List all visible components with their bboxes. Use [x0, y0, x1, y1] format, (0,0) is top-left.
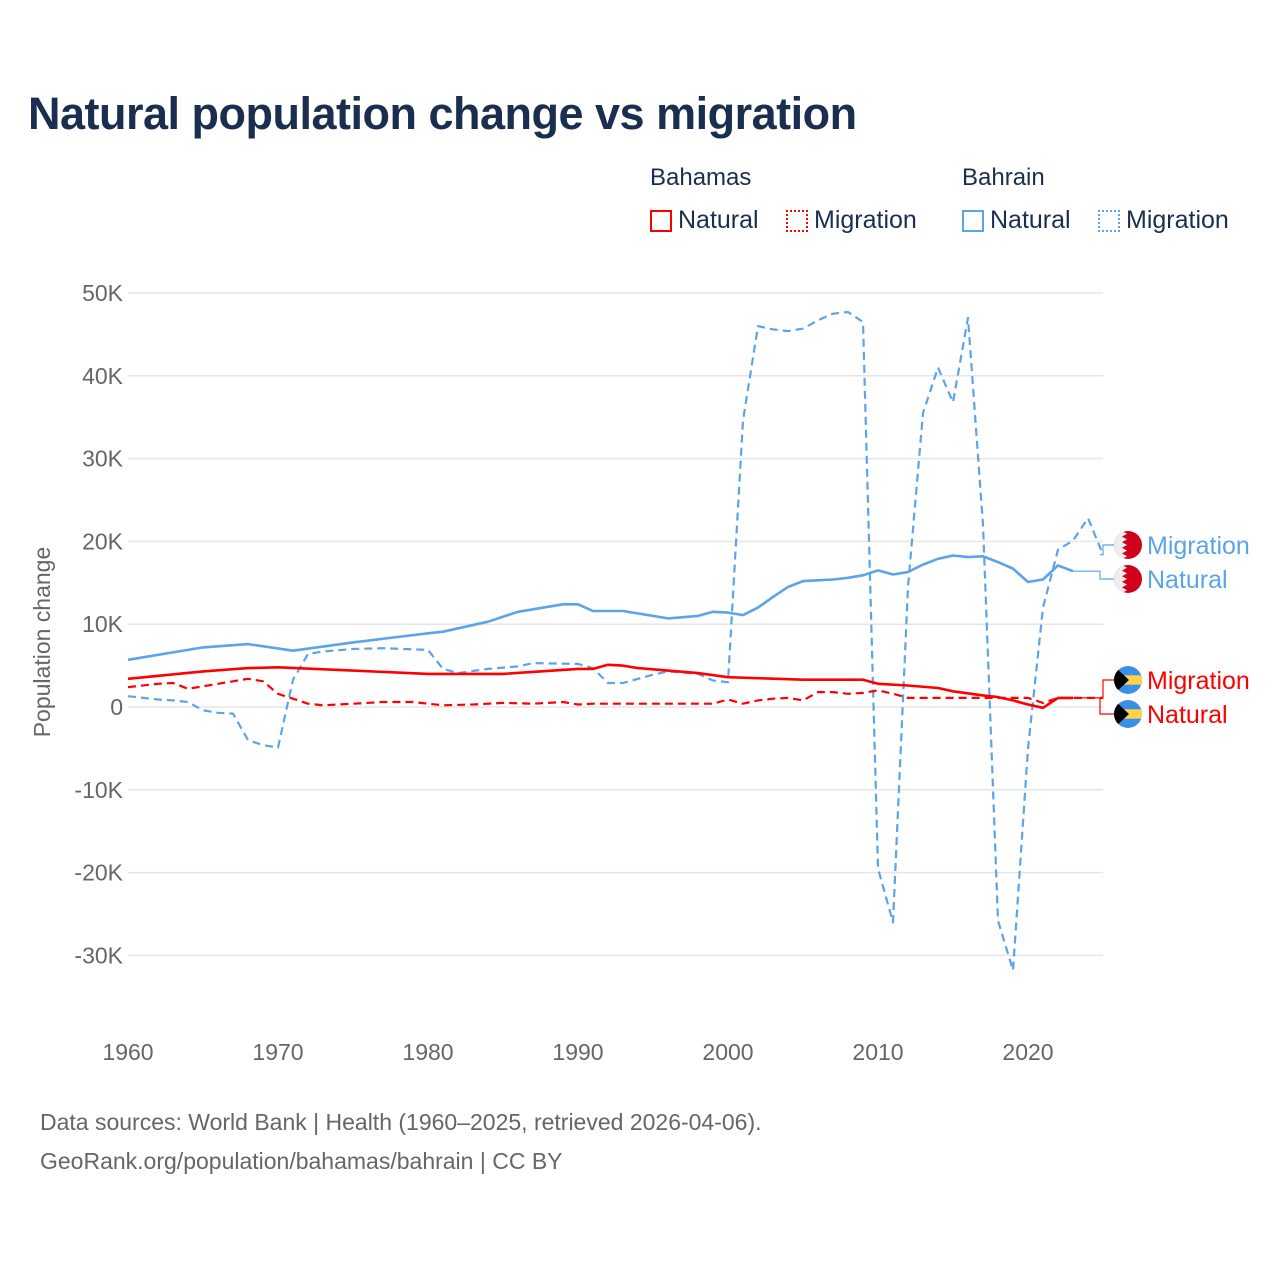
y-tick-label: 30K [82, 446, 124, 472]
leader-line [1073, 570, 1114, 580]
x-tick-label: 2010 [852, 1039, 903, 1065]
legend-swatch-solid [962, 209, 984, 232]
bahrain-flag-icon [1114, 565, 1142, 593]
bahamas-flag-icon [1114, 666, 1142, 694]
legend-label: Natural [678, 206, 759, 234]
y-tick-label: 20K [82, 528, 124, 554]
x-tick-label: 2000 [702, 1039, 753, 1065]
legend-label: Natural [990, 206, 1071, 234]
x-tick-label: 1980 [402, 1039, 453, 1065]
legend-swatch-dotted [786, 209, 808, 232]
legend-swatch-dotted [1098, 209, 1120, 232]
y-tick-label: -20K [74, 860, 123, 886]
x-tick-label: 1990 [552, 1039, 603, 1065]
y-axis-label: Population change [29, 547, 55, 738]
series-line-bahrain-natural [127, 554, 1074, 662]
y-tick-label: -30K [74, 942, 123, 968]
series-line-bahamas-migration [127, 677, 1103, 707]
leader-line [1073, 697, 1114, 715]
y-tick-label: 40K [82, 363, 124, 389]
y-tick-label: 50K [82, 280, 124, 306]
end-label: Migration [1147, 667, 1250, 695]
flag-body [1114, 666, 1142, 694]
footer-sources: Data sources: World Bank | Health (1960–… [40, 1109, 762, 1135]
legend-bahrain-migration[interactable]: Migration [1098, 206, 1229, 235]
leader-line [1100, 679, 1114, 699]
x-tick-label: 1960 [102, 1039, 153, 1065]
leader-line [1100, 544, 1114, 556]
flag-white-serrated [1114, 531, 1127, 559]
y-tick-label: 10K [82, 611, 124, 637]
x-tick-label: 2020 [1002, 1039, 1053, 1065]
series-line-bahrain-migration [127, 310, 1105, 972]
end-label: Migration [1147, 532, 1250, 560]
footer-attribution: GeoRank.org/population/bahamas/bahrain |… [40, 1148, 563, 1174]
legend-group-bahrain: Bahrain [962, 164, 1045, 191]
bahamas-flag-icon [1114, 700, 1142, 728]
bahrain-flag-icon [1114, 531, 1142, 559]
legend-group-bahamas: Bahamas [650, 164, 752, 191]
y-tick-label: 0 [110, 694, 123, 720]
legend-bahamas-migration[interactable]: Migration [786, 206, 917, 235]
end-label: Natural [1147, 566, 1228, 594]
end-label: Natural [1147, 701, 1228, 729]
flag-black-triangle [1114, 700, 1129, 728]
flag-white-serrated [1114, 565, 1127, 593]
x-tick-label: 1970 [252, 1039, 303, 1065]
flag-body [1114, 700, 1142, 728]
legend-bahamas-natural[interactable]: Natural [650, 206, 759, 235]
legend-label: Migration [814, 206, 917, 234]
legend-bahrain-natural[interactable]: Natural [962, 206, 1071, 235]
series-line-bahamas-natural [127, 663, 1073, 710]
y-tick-label: -10K [74, 777, 123, 803]
chart-title: Natural population change vs migration [28, 88, 857, 139]
legend-swatch-solid [650, 209, 672, 232]
legend-label: Migration [1126, 206, 1229, 234]
flag-body [1114, 531, 1142, 559]
flag-body [1114, 565, 1142, 593]
flag-black-triangle [1114, 666, 1129, 694]
